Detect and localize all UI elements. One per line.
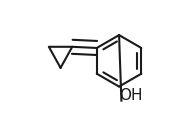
Text: OH: OH: [119, 88, 142, 103]
